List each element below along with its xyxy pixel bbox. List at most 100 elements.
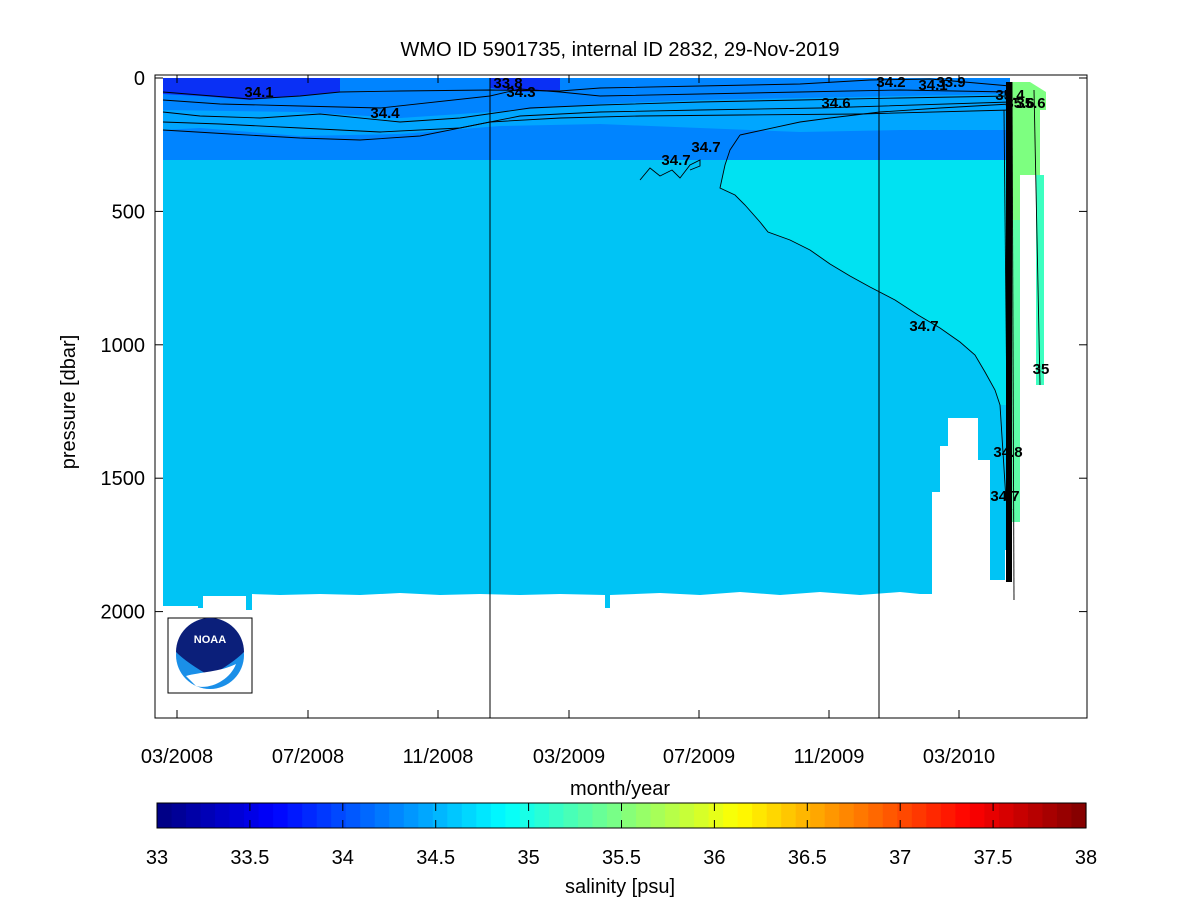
colorbar-segment — [447, 803, 463, 828]
y-tick-label: 0 — [134, 68, 145, 90]
contour-label: 34.7 — [909, 318, 938, 335]
y-tick-label: 1500 — [101, 468, 146, 490]
colorbar-segment — [273, 803, 289, 828]
x-tick-label: 11/2009 — [794, 746, 865, 768]
colorbar-segment — [969, 803, 985, 828]
colorbar-segment — [258, 803, 274, 828]
colorbar-segment — [723, 803, 739, 828]
colorbar-segment — [853, 803, 869, 828]
colorbar-segment — [752, 803, 768, 828]
contour-35-line — [1011, 81, 1015, 601]
pycnocline-field — [163, 94, 1010, 136]
colorbar-segment — [548, 803, 565, 828]
colorbar-segment — [287, 803, 303, 828]
colorbar-tick-label: 34 — [332, 847, 354, 869]
contour-34-7-wedge — [719, 134, 1013, 511]
contour-label: 35.6 — [1005, 95, 1034, 112]
colorbar-segment — [839, 803, 855, 828]
contour-34-4 — [162, 95, 1011, 123]
x-axis-ticks: 03/2008 07/2008 11/2008 03/2009 07/2009 11/20… — [141, 75, 995, 768]
contour-label: 35.4 — [995, 87, 1025, 104]
x-tick-label: 03/2009 — [533, 746, 605, 768]
colorbar-segment — [868, 803, 884, 828]
contour-label: 34.6 — [821, 95, 850, 112]
colorbar-segment — [360, 803, 376, 828]
colorbar-segment — [810, 803, 826, 828]
colorbar-segment — [911, 803, 927, 828]
colorbar-ticks: 33 33.5 34 34.5 35 35.5 36 36.5 37 37.5 38 — [146, 803, 1097, 869]
colorbar-segment — [665, 803, 681, 828]
colorbar-segment — [694, 803, 710, 828]
deep-wedge-field — [720, 104, 1010, 405]
contour-34-7-island — [639, 159, 701, 181]
colorbar-segment — [766, 803, 782, 828]
y-tick-label: 2000 — [101, 602, 146, 624]
colorbar-segment — [955, 803, 971, 828]
colorbar-segment — [519, 803, 536, 828]
colorbar-tick-label: 36 — [703, 847, 725, 869]
y-axis-ticks: 0 500 1000 1500 2000 — [101, 68, 1087, 624]
colorbar-segment — [781, 803, 797, 828]
colorbar-segment — [824, 803, 840, 828]
colorbar-segment — [1042, 803, 1058, 828]
colorbar-segment — [1027, 803, 1044, 828]
x-tick-label: 03/2010 — [923, 746, 995, 768]
colorbar-segment — [302, 803, 318, 828]
colorbar-segment — [316, 803, 332, 828]
colorbar-segment — [418, 803, 434, 828]
colorbar-tick-label: 34.5 — [416, 847, 455, 869]
colorbar-segment — [940, 803, 956, 828]
contour-label: 34.1 — [244, 84, 273, 101]
colorbar-tick-label: 37 — [889, 847, 911, 869]
colorbar-tick-label: 33 — [146, 847, 168, 869]
colorbar-segment — [621, 803, 637, 828]
plot-frame — [154, 74, 1088, 719]
colorbar-segment — [229, 803, 245, 828]
colorbar-tick-label: 36.5 — [788, 847, 827, 869]
contour-label: 34.3 — [506, 84, 535, 101]
colorbar-segment — [171, 803, 187, 828]
colorbar-segment — [534, 803, 550, 828]
colorbar-segment — [476, 803, 492, 828]
contour-label: 34.8 — [993, 444, 1022, 461]
salty-profile-field — [1012, 82, 1046, 220]
contour-label: 33.9 — [936, 74, 965, 91]
colorbar-segment — [998, 803, 1015, 828]
colorbar-segment — [215, 803, 231, 828]
colorbar-label: salinity [psu] — [565, 876, 675, 898]
contour-35-line-2 — [1033, 89, 1041, 386]
colorbar-segment — [490, 803, 506, 828]
plot-area: 34.133.834.334.434.634.2 34.133.935.435.6… — [162, 74, 1049, 718]
colorbar-segment — [592, 803, 608, 828]
contour-34-3 — [162, 88, 1011, 109]
y-axis-label: pressure [dbar] — [58, 335, 80, 470]
colorbar-segment — [1013, 803, 1029, 828]
colorbar-segment — [636, 803, 652, 828]
salty-profile-deep — [1012, 220, 1020, 522]
colorbar-segment — [461, 803, 477, 828]
contour-label: 34.1 — [918, 77, 947, 94]
colorbar-segment — [795, 803, 811, 828]
fresh-surface-field — [163, 78, 340, 100]
colorbar-segment — [331, 803, 347, 828]
colorbar-segment — [882, 803, 898, 828]
contour-label: 34.7 — [661, 152, 690, 169]
colorbar-segment — [606, 803, 623, 828]
colorbar-segment — [505, 803, 521, 828]
contour-label: 34.7 — [691, 139, 720, 156]
x-tick-label: 03/2008 — [141, 746, 213, 768]
colorbar-segment — [374, 803, 390, 828]
colorbar-segment — [984, 803, 1000, 828]
colorbar-tick-label: 35.5 — [602, 847, 641, 869]
contour-label: 34.2 — [876, 74, 905, 91]
colorbar-segment — [563, 803, 579, 828]
colorbar-segment — [1056, 803, 1073, 828]
x-tick-label: 07/2009 — [663, 746, 735, 768]
colorbar-segment — [926, 803, 942, 828]
colorbar-segment — [577, 803, 594, 828]
colorbar-segment — [650, 803, 666, 828]
colorbar-segment — [708, 803, 724, 828]
colorbar-tick-label: 38 — [1075, 847, 1097, 869]
colorbar-segment — [244, 803, 260, 828]
y-tick-label: 1000 — [101, 335, 146, 357]
